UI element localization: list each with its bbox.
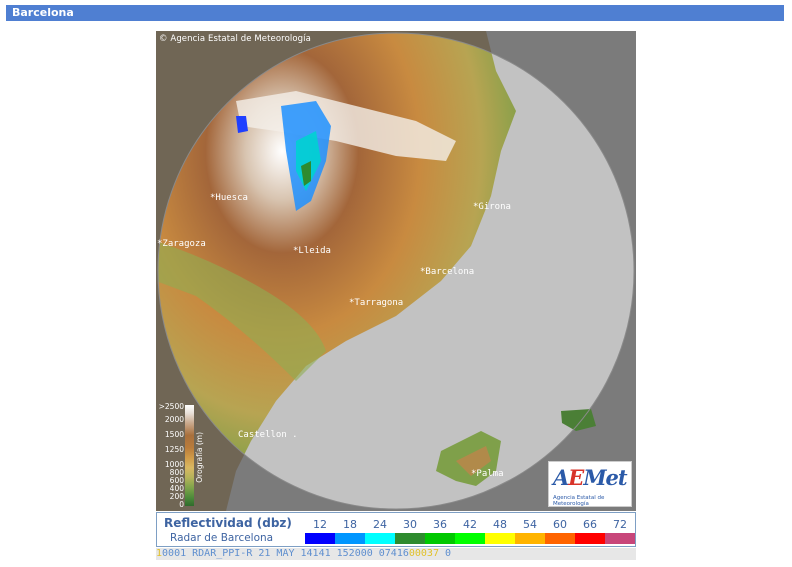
orography-level: 1250 [164, 445, 184, 454]
city-label-huesca: *Huesca [210, 193, 248, 203]
aemet-logo-wordmark: AEMet [553, 465, 628, 490]
city-label-tarragona: *Tarragona [349, 298, 404, 308]
reflectivity-color-swatch [515, 533, 545, 544]
reflectivity-color-swatch [365, 533, 395, 544]
radar-map-image [156, 31, 636, 511]
city-label-castellon: Castellon . [238, 430, 298, 440]
reflectivity-scale-colors [305, 533, 635, 544]
orography-level: 0 [179, 500, 184, 509]
reflectivity-color-swatch [395, 533, 425, 544]
reflectivity-color-swatch [335, 533, 365, 544]
reflectivity-scale-value: 42 [463, 518, 477, 531]
orography-legend: >2500 2000 1500 1250 1000 800 600 400 20… [159, 402, 209, 510]
reflectivity-scale-value: 18 [343, 518, 357, 531]
reflectivity-scale-value: 66 [583, 518, 597, 531]
page-title: Barcelona [6, 5, 784, 21]
copyright-text: © Agencia Estatal de Meteorología [159, 34, 311, 44]
orography-level: 1000 [164, 460, 184, 469]
city-label-palma: *Palma [471, 469, 504, 479]
aemet-logo-subtitle: Agencia Estatal de Meteorología [553, 495, 605, 507]
aemet-logo: AEMet Agencia Estatal de Meteorología [548, 461, 632, 507]
radar-name: Radar de Barcelona [170, 532, 274, 544]
reflectivity-scale-value: 60 [553, 518, 567, 531]
reflectivity-color-swatch [545, 533, 575, 544]
reflectivity-color-swatch [605, 533, 635, 544]
reflectivity-color-swatch [305, 533, 335, 544]
reflectivity-scale-value: 36 [433, 518, 447, 531]
orography-level: 2000 [164, 415, 184, 424]
orography-level: 200 [169, 492, 184, 501]
reflectivity-legend: Reflectividad (dbz) Radar de Barcelona 1… [156, 512, 636, 547]
reflectivity-scale-value: 72 [613, 518, 627, 531]
reflectivity-scale-labels: 12 18 24 30 36 42 48 54 60 66 72 [305, 518, 635, 531]
city-label-barcelona: *Barcelona [420, 267, 475, 277]
city-label-girona: *Girona [473, 202, 511, 212]
orography-level: 1500 [164, 430, 184, 439]
orography-color-bar [185, 405, 194, 506]
reflectivity-legend-title: Reflectividad (dbz) [164, 516, 292, 530]
reflectivity-scale-value: 54 [523, 518, 537, 531]
city-label-lleida: *Lleida [293, 246, 331, 256]
reflectivity-color-swatch [455, 533, 485, 544]
radar-status-line: 10001 RDAR_PPI-R 21 MAY 14141 152000 074… [156, 548, 636, 560]
orography-level: 800 [169, 468, 184, 477]
radar-map: © Agencia Estatal de Meteorología *Huesc… [156, 31, 636, 511]
reflectivity-color-swatch [485, 533, 515, 544]
reflectivity-color-swatch [575, 533, 605, 544]
orography-level: >2500 [158, 402, 184, 411]
orography-level: 400 [169, 484, 184, 493]
city-label-zaragoza: *Zaragoza [157, 239, 206, 249]
reflectivity-scale-value: 24 [373, 518, 387, 531]
reflectivity-scale-value: 48 [493, 518, 507, 531]
reflectivity-color-swatch [425, 533, 455, 544]
reflectivity-scale-value: 12 [313, 518, 327, 531]
orography-legend-title: Orografía (m) [195, 432, 204, 483]
reflectivity-scale-value: 30 [403, 518, 417, 531]
orography-level: 600 [169, 476, 184, 485]
